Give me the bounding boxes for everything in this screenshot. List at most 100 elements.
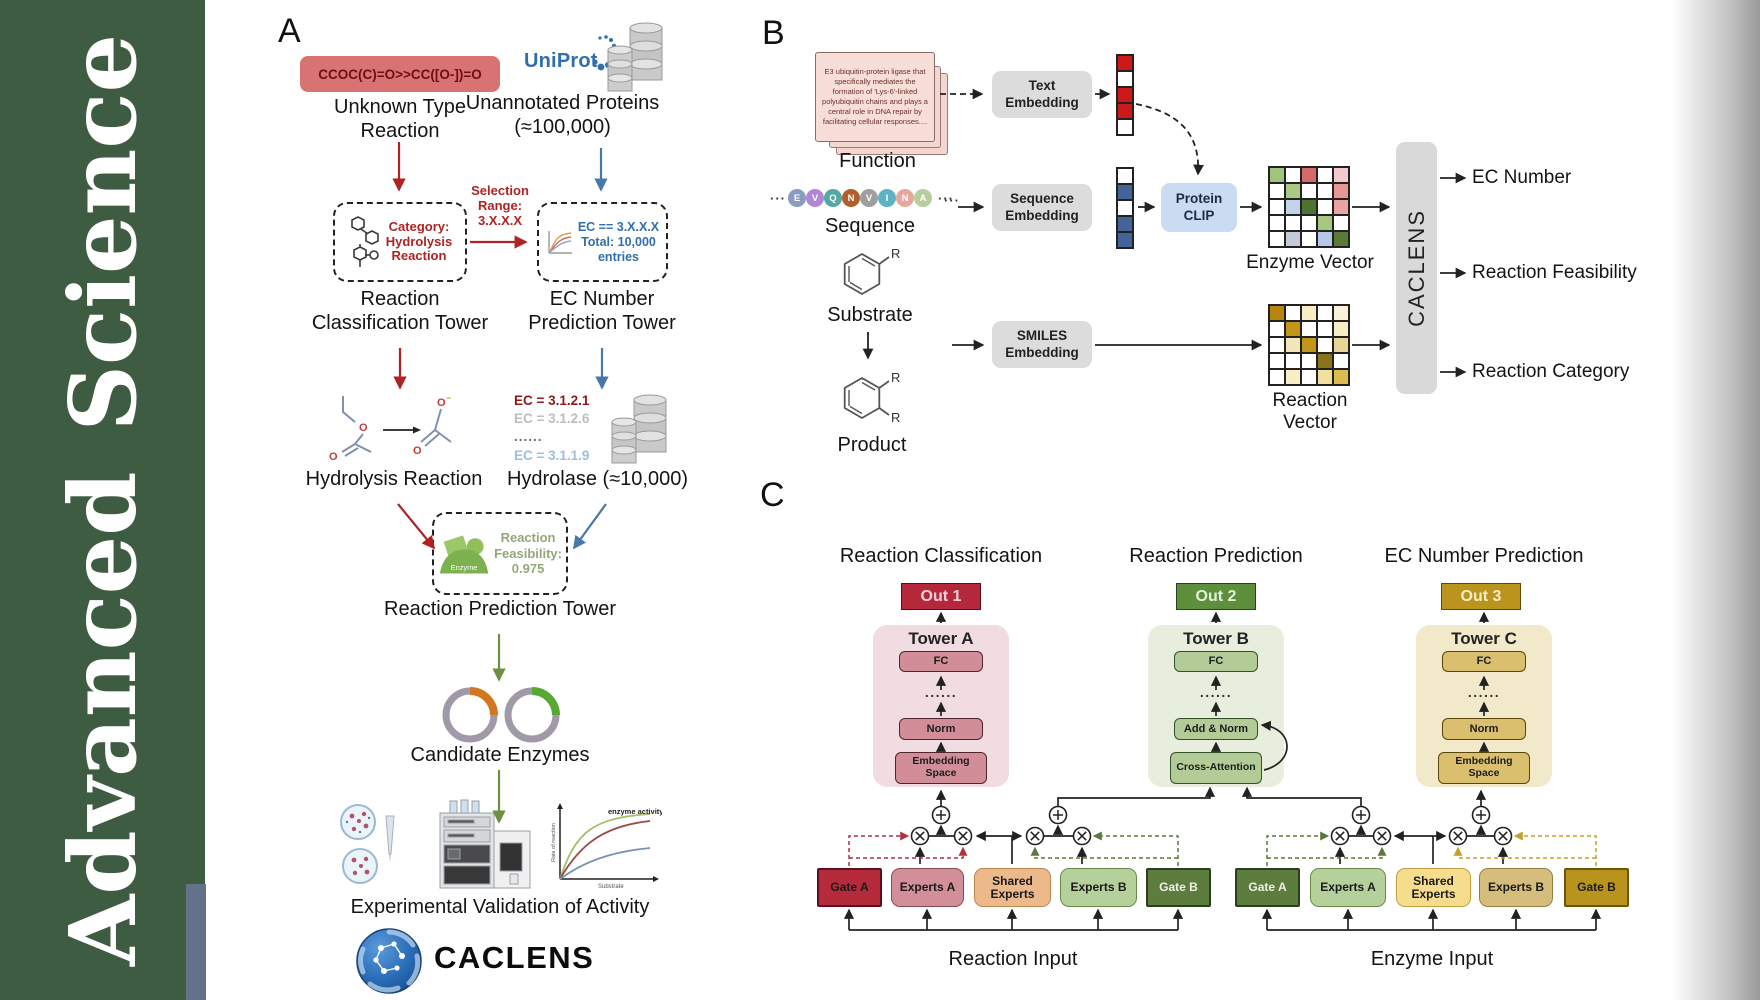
reaction-input-label: Reaction Input [948,948,1078,970]
enzyme-gate-a: Gate A [1235,868,1300,907]
tower-b-add-norm: Add & Norm [1174,718,1258,740]
cell [1334,354,1348,368]
cell [1118,185,1132,199]
caclens-module-bar: CACLENS [1396,142,1437,394]
function-card-stack: E3 ubiquitin-protein ligase that specifi… [815,52,948,155]
sequence-embedding-vector [1116,167,1134,249]
tower-b-dots: ...... [1199,684,1233,700]
journal-spine: Advanced Science [0,0,205,1000]
cell [1318,184,1332,198]
cell [1302,200,1316,214]
out2-box: Out 2 [1176,583,1256,610]
plasmids-icon [442,687,560,743]
tower-c-fc: FC [1442,651,1526,672]
cells-pipette-icon [340,804,395,884]
tower-a-embedding-space: Embedding Space [895,752,987,784]
cell [1318,216,1332,230]
enzyme-icon: Enzyme [439,534,489,574]
enzyme-activity-plot: enzyme activity Rate of reaction Substra… [551,803,662,890]
sum-product-operators [910,805,1513,846]
cell [1318,168,1332,182]
cell [1334,322,1348,336]
unknown-type-label: Unknown Type Reaction [334,96,466,142]
sequence-ellipsis-left: ··· [770,191,786,206]
page-edge-shadow [1672,0,1760,1000]
reaction-shared-experts: Shared Experts [974,868,1051,907]
reaction-classification-box: Category: Hydrolysis Reaction [333,202,467,282]
smiles-embedding-box: SMILES Embedding [992,321,1092,368]
cell [1302,354,1316,368]
svg-text:O: O [413,445,422,457]
cell [1302,306,1316,320]
protein-clip-box: Protein CLIP [1161,183,1237,232]
cell [1118,56,1132,70]
title-reaction-prediction: Reaction Prediction [1129,545,1303,567]
panel-c-label: C [760,476,785,514]
cell [1334,216,1348,230]
cell [1286,322,1300,336]
hplc-instrument-icon [439,799,531,889]
feasibility-text: Reaction Feasibility: 0.975 [494,530,562,577]
sequence-ellipsis-right: ··· [938,191,954,206]
title-ec-number-prediction: EC Number Prediction [1384,545,1584,567]
category-text: Category: Hydrolysis Reaction [385,218,453,264]
cell [1302,232,1316,246]
journal-title: Advanced Science [0,0,205,1000]
enzyme-experts-a: Experts A [1310,868,1386,907]
enzyme-experts-b: Experts B [1479,868,1553,907]
tower-c-name: Tower C [1451,629,1517,648]
tower-a-dots: ...... [924,684,958,700]
substituent-r: R [891,370,900,385]
cell [1318,354,1332,368]
ec-range-text: EC == 3.X.X.X Total: 10,000 entries [577,219,660,264]
out1-box: Out 1 [901,583,981,610]
unannotated-proteins-label: Unannotated Proteins (≈100,000) [465,92,660,138]
panel-a-label: A [278,12,301,50]
cell [1286,216,1300,230]
svg-text:−: − [446,393,451,403]
cell [1302,184,1316,198]
cell [1334,184,1348,198]
cell [1118,169,1132,183]
cell [1318,370,1332,384]
text-embedding-vector [1116,54,1134,136]
plot-title: enzyme activity [608,807,662,816]
tower-b-cross-attention: Cross-Attention [1170,752,1262,784]
residue-circle: A [914,189,932,207]
output-reaction-category: Reaction Category [1472,361,1630,382]
cell [1270,184,1284,198]
residue-circle: E [788,189,806,207]
reaction-feasibility-box: Enzyme Reaction Feasibility: 0.975 [432,512,568,595]
cell [1334,370,1348,384]
sequence-label: Sequence [824,215,916,237]
cell [1270,338,1284,352]
enzyme-vector-label: Enzyme Vector [1246,252,1374,273]
plot-xlabel: Substrate [598,884,624,890]
residue-circle: N [842,189,860,207]
reaction-vector-matrix [1268,304,1350,386]
spine-accent-strip [186,884,206,1000]
tower-a-norm: Norm [899,718,983,740]
cell [1334,168,1348,182]
cell [1302,370,1316,384]
cell [1302,216,1316,230]
cell [1286,306,1300,320]
uniprot-logo-text: UniProt [524,50,598,72]
cell [1270,370,1284,384]
cell [1270,168,1284,182]
caclens-brand-text: CACLENS [434,940,595,975]
hydrolase-database-icon [611,394,667,464]
substituent-r: R [891,246,900,261]
output-reaction-feasibility: Reaction Feasibility [1472,262,1637,283]
svg-text:O: O [329,451,338,463]
cell [1270,216,1284,230]
function-card: E3 ubiquitin-protein ligase that specifi… [815,52,935,142]
output-ec-number: EC Number [1472,167,1572,188]
residue-circle: V [860,189,878,207]
cell [1270,232,1284,246]
cell [1118,233,1132,247]
tower-a-name: Tower A [908,629,974,648]
enzyme-input-label: Enzyme Input [1370,948,1494,970]
cell [1334,306,1348,320]
title-reaction-classification: Reaction Classification [839,545,1043,567]
